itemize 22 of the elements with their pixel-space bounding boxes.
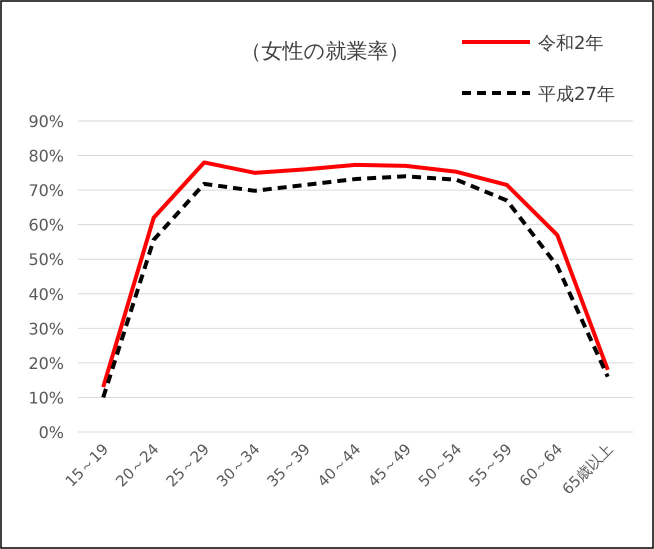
x-tick-label: 15～19 bbox=[62, 440, 112, 490]
x-tick-label: 20～24 bbox=[112, 440, 163, 490]
x-tick-label: 30～34 bbox=[213, 440, 264, 490]
y-tick-label: 10% bbox=[28, 388, 64, 408]
x-tick-label: 50～54 bbox=[414, 440, 466, 490]
chart-title: （女性の就業率） bbox=[240, 39, 410, 63]
y-tick-label: 90% bbox=[28, 112, 64, 131]
x-tick-label: 35～39 bbox=[264, 440, 314, 490]
x-tick-label: 40～44 bbox=[314, 440, 364, 490]
y-tick-label: 0% bbox=[38, 423, 64, 442]
y-tick-label: 70% bbox=[28, 181, 64, 200]
y-tick-label: 80% bbox=[28, 146, 64, 166]
x-tick-label: 55～59 bbox=[465, 440, 516, 490]
legend-label: 平成27年 bbox=[538, 84, 615, 105]
y-tick-label: 60% bbox=[28, 216, 64, 235]
x-tick-label: 25～29 bbox=[162, 440, 213, 490]
y-tick-label: 20% bbox=[28, 354, 64, 373]
y-tick-label: 40% bbox=[28, 284, 64, 304]
y-tick-label: 50% bbox=[28, 250, 64, 270]
x-tick-label: 45～49 bbox=[364, 440, 415, 490]
legend-label: 令和2年 bbox=[538, 33, 604, 54]
y-tick-label: 30% bbox=[28, 319, 64, 338]
